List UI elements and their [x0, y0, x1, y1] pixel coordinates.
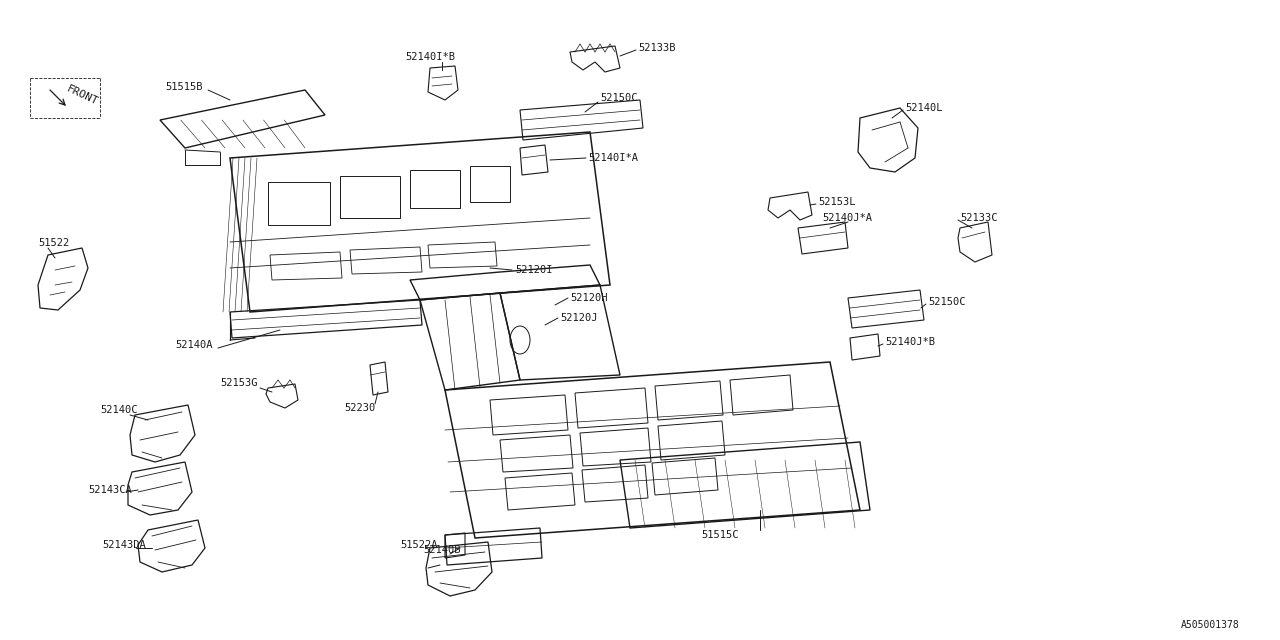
- Text: 52153G: 52153G: [220, 378, 257, 388]
- Text: 52143DA: 52143DA: [102, 540, 146, 550]
- Text: 52140L: 52140L: [905, 103, 942, 113]
- Text: 52153L: 52153L: [818, 197, 855, 207]
- Text: 52140J*A: 52140J*A: [822, 213, 872, 223]
- Text: 52140J*B: 52140J*B: [884, 337, 934, 347]
- Text: 51515B: 51515B: [165, 82, 202, 92]
- Text: 52140B: 52140B: [422, 545, 461, 555]
- Text: 52120J: 52120J: [561, 313, 598, 323]
- Text: 51522: 51522: [38, 238, 69, 248]
- Text: 52120H: 52120H: [570, 293, 608, 303]
- Text: 51515C: 51515C: [701, 530, 739, 540]
- Text: 52140C: 52140C: [100, 405, 137, 415]
- Text: 52120I: 52120I: [515, 265, 553, 275]
- Text: 52140I*A: 52140I*A: [588, 153, 637, 163]
- Text: 52133C: 52133C: [960, 213, 997, 223]
- Text: 52140A: 52140A: [175, 340, 212, 350]
- Text: 52230: 52230: [344, 403, 375, 413]
- Text: 52150C: 52150C: [928, 297, 965, 307]
- Text: 52140I*B: 52140I*B: [404, 52, 454, 62]
- Text: 51522A: 51522A: [399, 540, 438, 550]
- Text: FRONT: FRONT: [65, 83, 100, 107]
- Text: 52133B: 52133B: [637, 43, 676, 53]
- Text: 52150C: 52150C: [600, 93, 637, 103]
- Text: A505001378: A505001378: [1181, 620, 1240, 630]
- Text: 52143CA: 52143CA: [88, 485, 132, 495]
